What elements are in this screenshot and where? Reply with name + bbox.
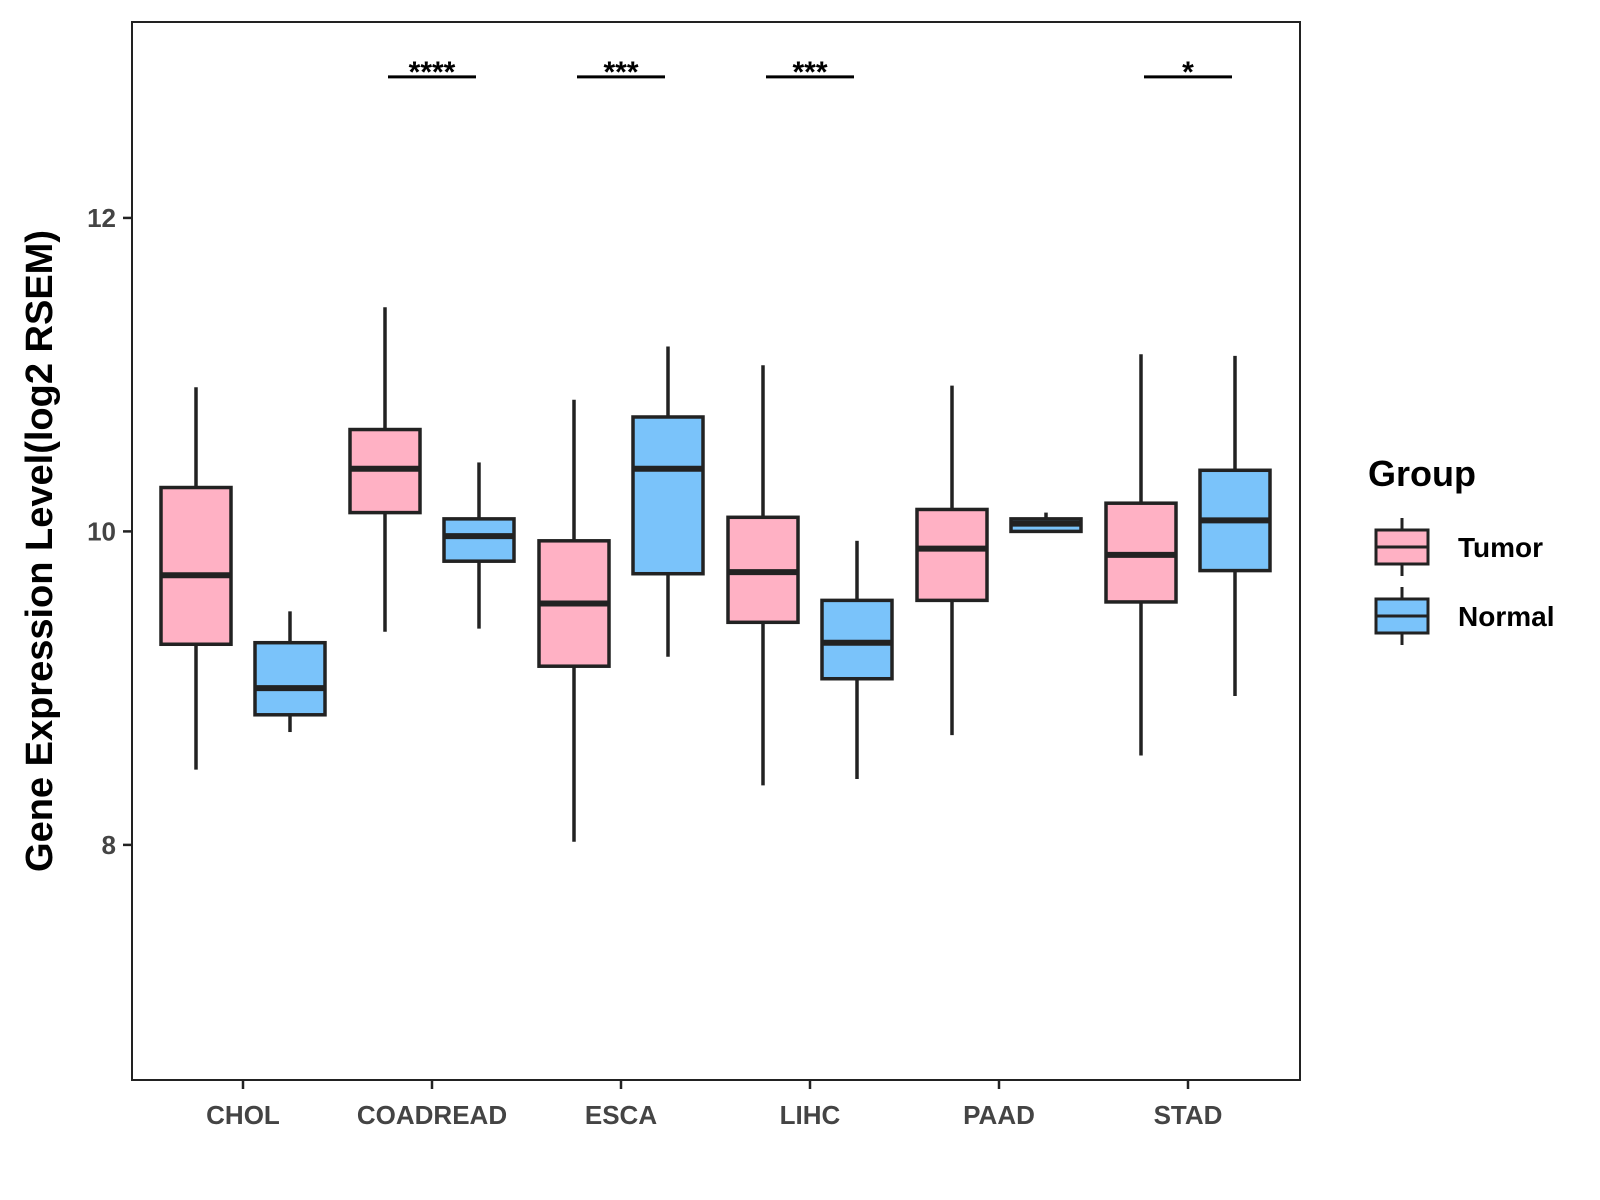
- legend-entry-tumor: Tumor: [1374, 518, 1543, 576]
- legend-entry-normal: Normal: [1374, 587, 1554, 645]
- box-normal-coadread: [442, 462, 516, 629]
- significance-layer: **** *** *** *: [388, 56, 1232, 89]
- significance-label: ****: [409, 56, 456, 89]
- x-tick-label: PAAD: [963, 1100, 1035, 1130]
- x-tick-label: ESCA: [585, 1100, 657, 1130]
- legend: Group Tumor Normal: [1368, 453, 1554, 645]
- y-tick-label: 8: [102, 830, 116, 860]
- legend-label: Normal: [1458, 601, 1554, 632]
- x-tick-label: CHOL: [206, 1100, 280, 1130]
- box-iqr: [253, 640, 327, 717]
- box-iqr: [820, 598, 894, 681]
- box-tumor-chol: [159, 387, 233, 770]
- y-axis-title: Gene Expression Level(log2 RSEM): [19, 230, 61, 872]
- x-tick-label: STAD: [1154, 1100, 1223, 1130]
- box-normal-chol: [253, 611, 327, 733]
- x-tick-label: COADREAD: [357, 1100, 507, 1130]
- box-iqr: [915, 507, 989, 603]
- x-axis: CHOL COADREAD ESCA LIHC PAAD STAD: [206, 1080, 1222, 1130]
- box-tumor-lihc: [726, 365, 800, 786]
- significance-label: *: [1182, 56, 1194, 89]
- box-iqr: [442, 517, 516, 563]
- box-normal-esca: [631, 346, 705, 657]
- legend-title: Group: [1368, 453, 1476, 494]
- y-tick-label: 10: [87, 516, 116, 546]
- x-tick-label: LIHC: [780, 1100, 841, 1130]
- box-tumor-esca: [537, 399, 611, 842]
- significance-label: ***: [603, 56, 638, 89]
- legend-label: Tumor: [1458, 532, 1543, 563]
- significance-label: ***: [792, 56, 827, 89]
- box-normal-paad: [1009, 512, 1083, 534]
- box-tumor-stad: [1104, 354, 1178, 756]
- y-tick-label: 12: [87, 203, 116, 233]
- box-tumor-coadread: [348, 307, 422, 632]
- box-iqr: [631, 415, 705, 576]
- y-axis: 8 10 12: [87, 203, 132, 860]
- box-tumor-paad: [915, 385, 989, 736]
- box-normal-stad: [1198, 355, 1272, 696]
- box-series-layer: [159, 307, 1272, 842]
- box-normal-lihc: [820, 540, 894, 780]
- box-iqr: [159, 485, 233, 647]
